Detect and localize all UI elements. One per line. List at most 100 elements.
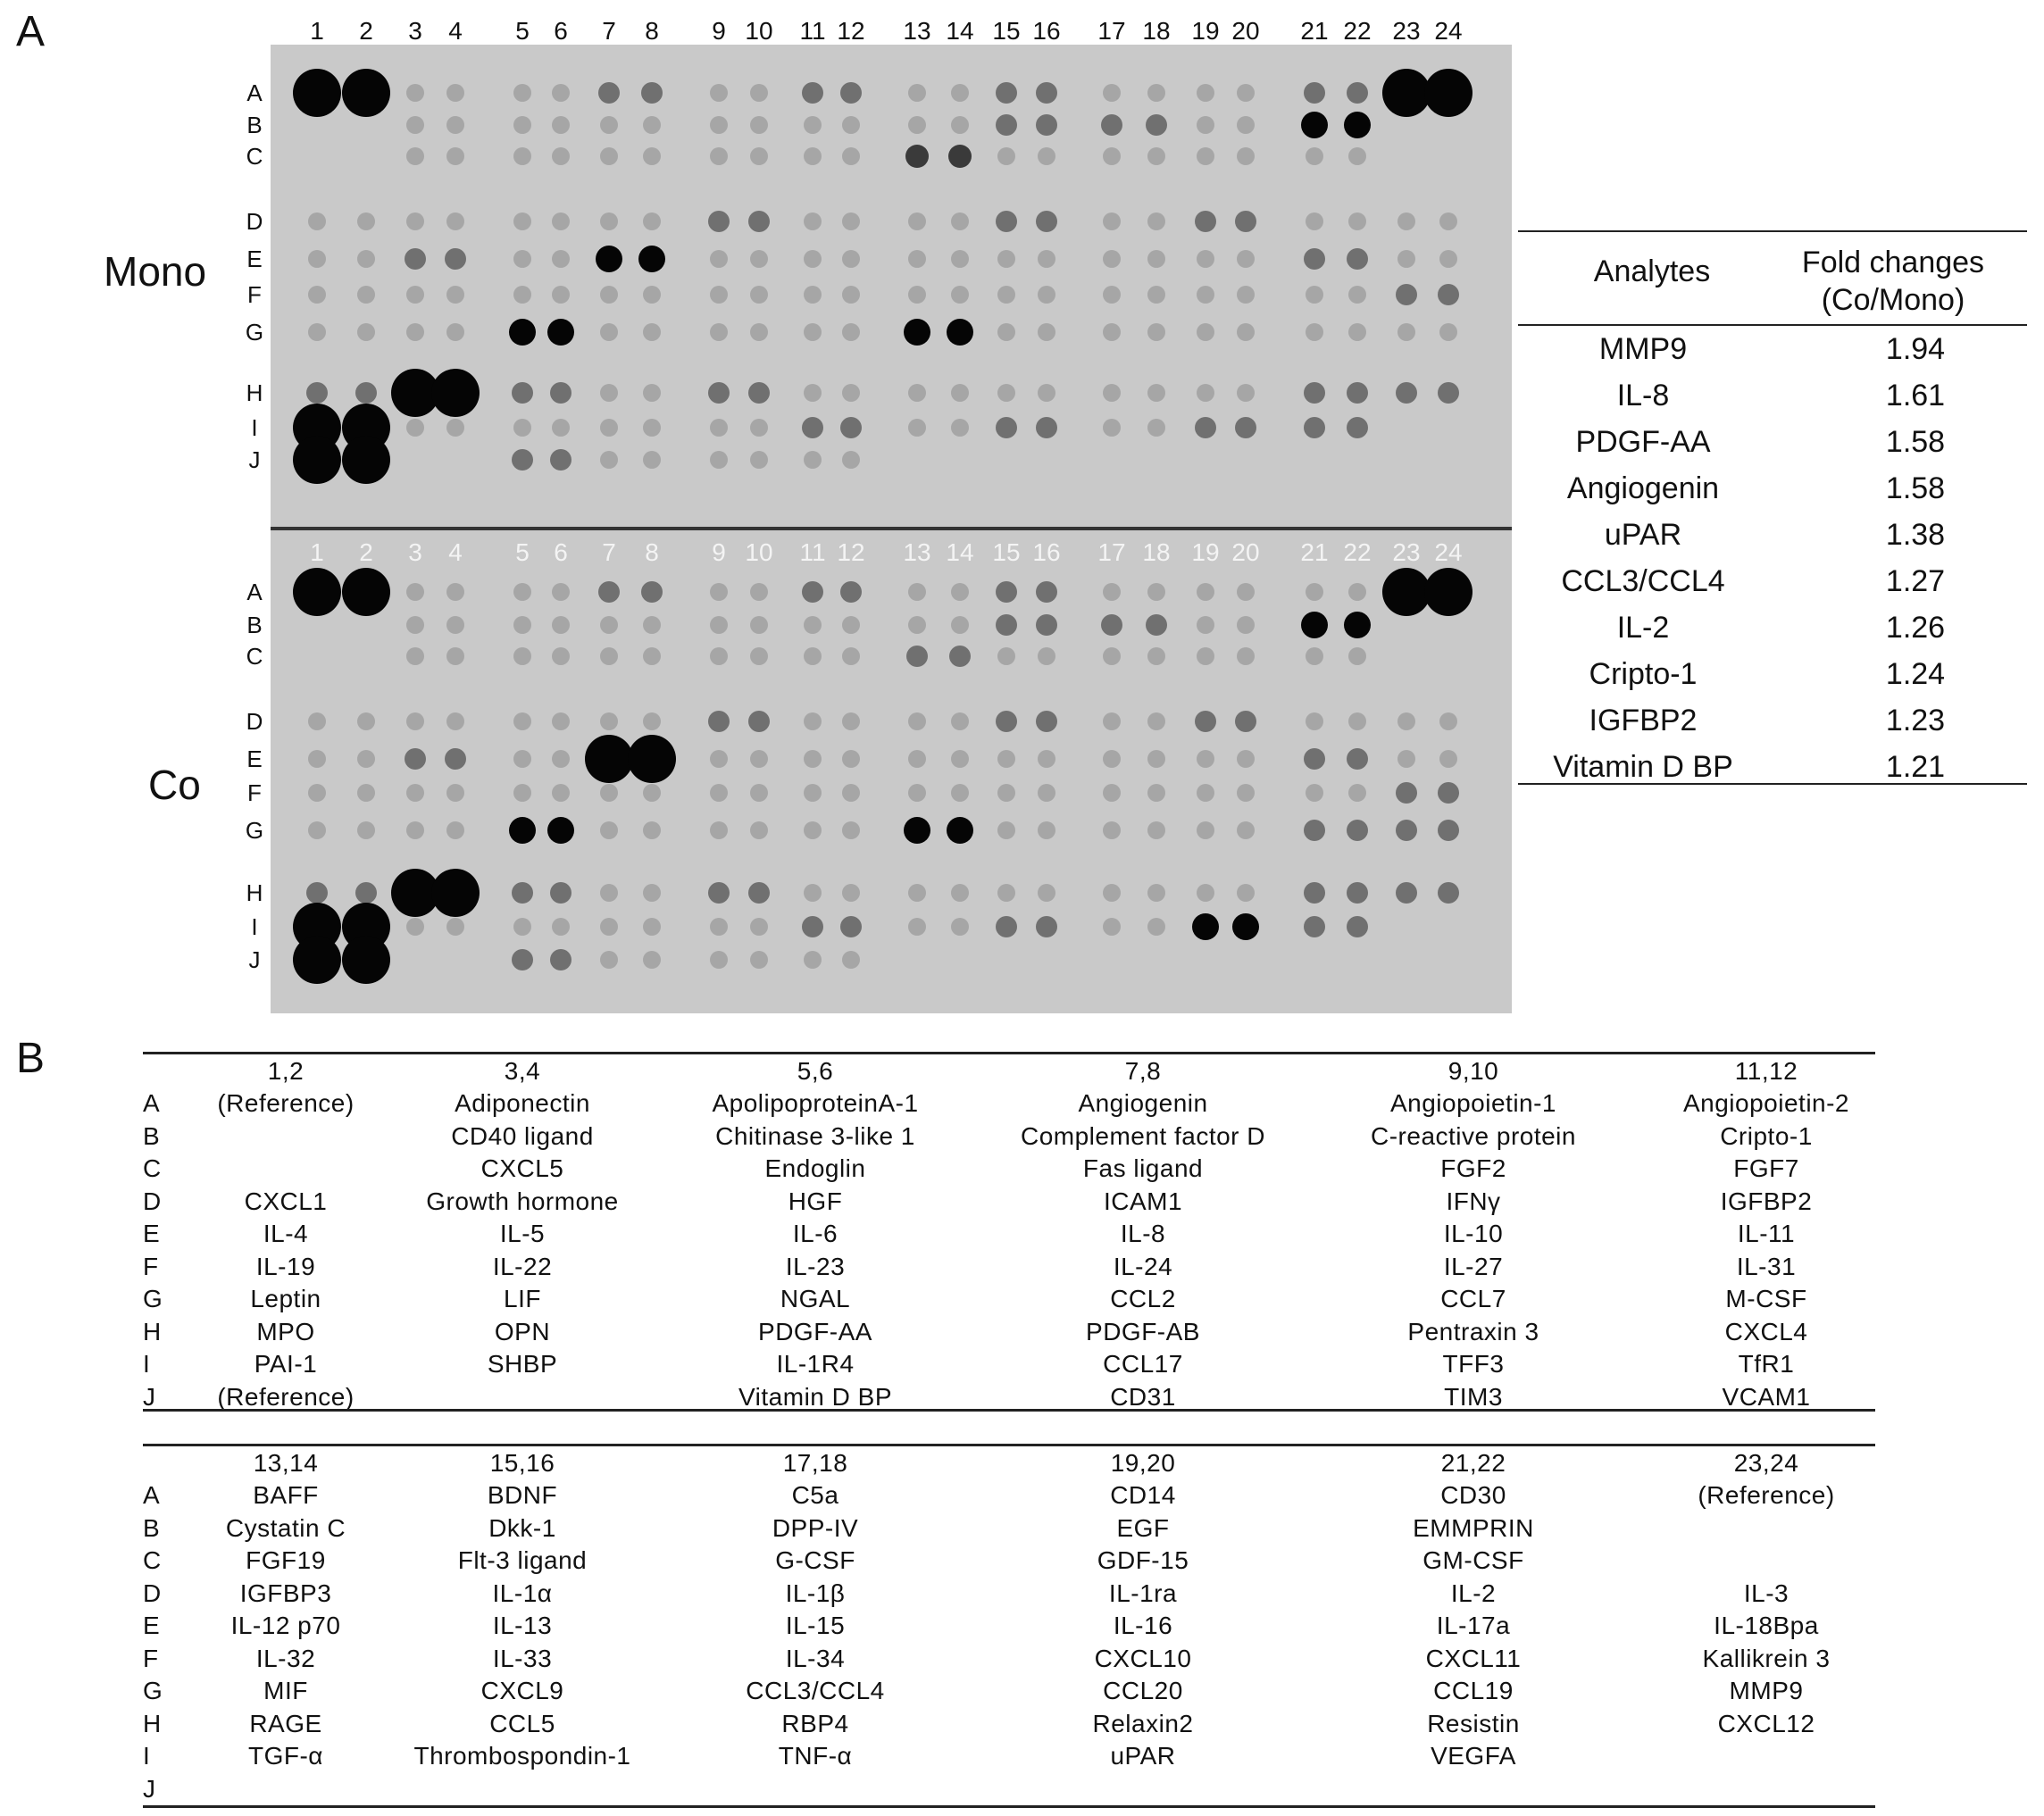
analyte-cell: Fas ligand xyxy=(1082,1154,1204,1182)
blot-spot xyxy=(951,250,969,268)
fold-table-row: IL-8 1.61 xyxy=(1518,379,2027,425)
analyte-cell: CXCL12 xyxy=(1717,1709,1815,1737)
blot-spot xyxy=(1348,147,1366,165)
analyte-cell: BAFF xyxy=(253,1481,319,1509)
analyte-cell: (Reference) xyxy=(1698,1481,1835,1509)
blot-spot xyxy=(750,951,768,969)
blot-spot xyxy=(750,286,768,304)
blot-spot xyxy=(357,750,375,768)
blot-spot xyxy=(308,784,326,802)
blot-spot xyxy=(804,616,822,634)
blot-column-number: 4 xyxy=(448,538,463,566)
blot-spot xyxy=(628,735,676,783)
blot-column-number: 1 xyxy=(310,17,324,45)
analyte-cell: BDNF xyxy=(487,1481,558,1509)
fold-analyte: IL-2 xyxy=(1616,611,1670,645)
blot-spot xyxy=(1306,647,1323,665)
analyte-cell: CXCL5 xyxy=(480,1154,564,1182)
analyte-cell: CD14 xyxy=(1110,1481,1176,1509)
fold-table-row: IL-2 1.26 xyxy=(1518,611,2027,657)
blot-spot xyxy=(308,286,326,304)
analyte-cell: FGF2 xyxy=(1440,1154,1506,1182)
blot-spot xyxy=(710,647,728,665)
table-row: H RAGE CCL5 RBP4 Relaxin2 Resistin CXCL12 xyxy=(143,1710,1875,1742)
analyte-cell: ICAM1 xyxy=(1103,1187,1183,1215)
blot-spot xyxy=(513,419,531,437)
blot-column-number: 11 xyxy=(799,538,825,566)
blot-spot xyxy=(997,884,1015,902)
table-row: J xyxy=(143,1775,1875,1807)
blot-spot xyxy=(951,918,969,936)
blot-spot xyxy=(406,784,424,802)
blot-spot xyxy=(908,750,926,768)
analyte-cell: CXCL9 xyxy=(480,1677,564,1704)
blot-spot xyxy=(513,750,531,768)
blot-spot xyxy=(842,951,860,969)
analyte-cell: Growth hormone xyxy=(426,1187,619,1215)
blot-spot xyxy=(1038,286,1055,304)
blot-column-number: 1 xyxy=(310,538,324,566)
blot-spot xyxy=(949,646,971,667)
blot-column-number: 3 xyxy=(408,17,422,45)
analyte-cell: IL-27 xyxy=(1443,1252,1504,1280)
blot-spot xyxy=(904,319,930,346)
blot-spot xyxy=(406,647,424,665)
table-row: A BAFF BDNF C5a CD14 CD30 (Reference) xyxy=(143,1481,1875,1513)
analyte-cell: Vitamin D BP xyxy=(738,1382,892,1411)
blot-spot xyxy=(1147,647,1165,665)
blot-spot xyxy=(802,417,823,438)
blot-spot xyxy=(996,211,1017,232)
blot-spot xyxy=(748,382,770,404)
fold-value: 1.38 xyxy=(1885,518,1946,552)
analyte-cell: CCL7 xyxy=(1440,1285,1506,1312)
blot-spot xyxy=(1347,820,1368,841)
blot-spot xyxy=(1103,583,1121,601)
row-letter: G xyxy=(143,1677,163,1704)
row-letter: F xyxy=(143,1252,159,1280)
blot-column-number: 14 xyxy=(946,538,973,566)
blot-spot xyxy=(513,116,531,134)
blot-spot xyxy=(951,884,969,902)
blot-spot xyxy=(355,382,377,404)
blot-spot xyxy=(1396,820,1417,841)
blot-spot xyxy=(842,784,860,802)
blot-spot xyxy=(997,647,1015,665)
blot-spot xyxy=(406,616,424,634)
blot-spot xyxy=(948,145,972,168)
blot-column-number: 9 xyxy=(712,17,726,45)
blot-column-number: 24 xyxy=(1434,17,1462,45)
blot-spot xyxy=(446,583,464,601)
blot-spot xyxy=(1197,750,1214,768)
analyte-cell: RAGE xyxy=(249,1709,322,1737)
blot-row-letter: D xyxy=(246,208,263,235)
blot-spot xyxy=(1347,248,1368,270)
blot-spot xyxy=(710,451,728,469)
blot-spot xyxy=(1348,647,1366,665)
blot-spot xyxy=(357,286,375,304)
blot-spot xyxy=(513,250,531,268)
analyte-cell: EGF xyxy=(1116,1513,1170,1542)
blot-spot xyxy=(708,382,730,404)
fold-value: 1.58 xyxy=(1885,471,1946,505)
blot-column-number: 7 xyxy=(602,538,616,566)
blot-spot xyxy=(997,750,1015,768)
blot-spot xyxy=(1147,712,1165,730)
blot-spot xyxy=(1347,382,1368,404)
panel-a-letter: A xyxy=(16,8,46,55)
blot-spot xyxy=(1232,913,1259,940)
blot-spot xyxy=(710,250,728,268)
analyte-cell: IL-4 xyxy=(263,1220,309,1247)
blot-spot xyxy=(552,712,570,730)
blot-spot xyxy=(306,882,328,904)
fold-value: 1.27 xyxy=(1885,564,1946,598)
blot-spot xyxy=(840,581,862,603)
analyte-cell: Angiopoietin-1 xyxy=(1389,1089,1557,1117)
blot-spot xyxy=(512,449,533,471)
blot-spot xyxy=(842,147,860,165)
blot-spot xyxy=(908,583,926,601)
blot-spot xyxy=(1147,821,1165,839)
blot-spot xyxy=(1103,918,1121,936)
analyte-cell: Cripto-1 xyxy=(1720,1121,1813,1150)
blot-spot xyxy=(306,382,328,404)
blot-spot xyxy=(1147,147,1165,165)
